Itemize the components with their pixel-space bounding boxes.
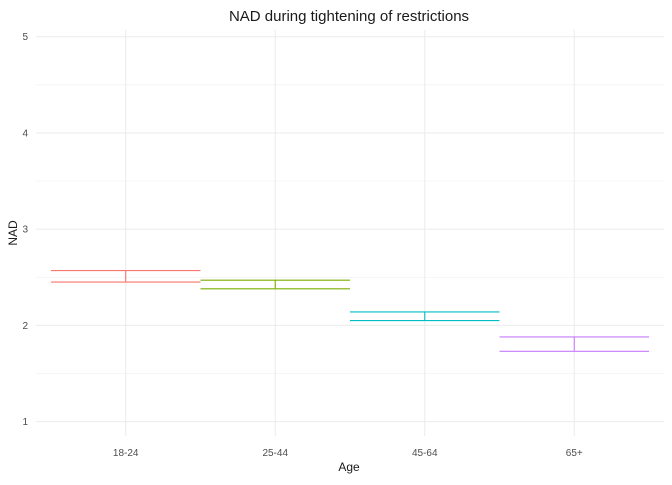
- x-axis-ticks: 18-24 25-44 45-64 65+: [113, 448, 583, 459]
- y-axis-ticks: 1 2 3 4 5: [22, 32, 28, 428]
- x-tick-label: 25-44: [262, 448, 288, 459]
- y-tick-label: 2: [22, 321, 28, 332]
- y-tick-label: 3: [22, 225, 28, 236]
- grid: [36, 30, 664, 436]
- error-bars: [50, 269, 650, 352]
- error-bar-65plus: [499, 336, 650, 352]
- y-tick-label: 5: [22, 32, 28, 43]
- y-axis-title: NAD: [6, 220, 20, 246]
- x-tick-label: 18-24: [113, 448, 139, 459]
- chart-title: NAD during tightening of restrictions: [229, 8, 469, 25]
- y-tick-label: 4: [22, 128, 28, 139]
- y-tick-label: 1: [22, 417, 28, 428]
- x-tick-label: 45-64: [412, 448, 438, 459]
- error-bar-25-44: [200, 279, 350, 290]
- x-axis-title: Age: [338, 460, 360, 474]
- error-bar-45-64: [350, 311, 500, 322]
- x-tick-label: 65+: [566, 448, 583, 459]
- error-bar-18-24: [50, 269, 201, 283]
